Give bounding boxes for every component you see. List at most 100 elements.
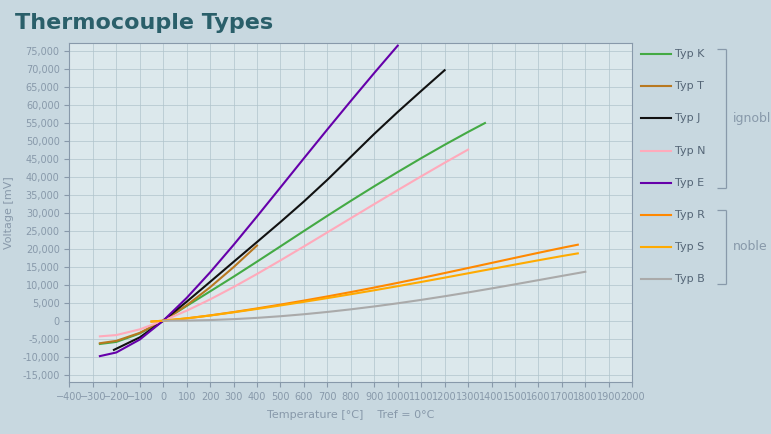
Typ R [146, 319, 156, 324]
Typ T [96, 341, 105, 346]
Typ R [573, 242, 582, 247]
Typ K [205, 289, 214, 294]
Typ J [182, 299, 191, 304]
Typ K [229, 274, 238, 279]
Typ T [135, 330, 144, 335]
Typ K [323, 213, 332, 218]
Typ R [252, 306, 261, 311]
Typ B [159, 318, 168, 323]
Typ J [393, 109, 402, 115]
Typ T [252, 243, 261, 248]
Typ E [205, 270, 214, 275]
Typ B [510, 282, 520, 287]
Typ E [276, 185, 285, 190]
Typ S [440, 275, 449, 280]
Typ S [323, 296, 332, 301]
Typ E [252, 214, 261, 219]
Line: Typ K: Typ K [100, 123, 485, 344]
Typ J [369, 131, 379, 136]
Typ R [229, 309, 238, 315]
Text: Typ R: Typ R [675, 210, 705, 220]
Line: Typ J: Typ J [114, 70, 445, 350]
Typ K [480, 120, 490, 125]
Typ N [182, 308, 191, 313]
Typ K [463, 129, 473, 135]
Typ N [205, 297, 214, 302]
Typ B [416, 297, 426, 302]
Typ N [299, 244, 308, 249]
Typ B [463, 290, 473, 295]
Y-axis label: Voltage [mV]: Voltage [mV] [4, 176, 14, 249]
Typ R [534, 250, 543, 256]
Typ N [229, 284, 238, 289]
Typ S [346, 292, 355, 297]
Text: Typ B: Typ B [675, 274, 705, 284]
Text: ignoble: ignoble [732, 112, 771, 125]
Typ E [229, 242, 238, 247]
Typ T [112, 338, 121, 343]
Typ J [159, 318, 168, 323]
Typ S [276, 303, 285, 308]
Typ J [346, 154, 355, 159]
Line: Typ B: Typ B [163, 272, 585, 321]
Typ N [393, 187, 402, 193]
Typ B [534, 277, 543, 283]
Typ S [534, 258, 543, 263]
Typ S [573, 251, 582, 256]
Typ E [159, 318, 168, 323]
Typ N [416, 174, 426, 179]
Typ E [369, 70, 379, 76]
Typ N [276, 258, 285, 263]
Typ J [229, 259, 238, 264]
Typ S [463, 271, 473, 276]
Typ B [276, 314, 285, 319]
Typ B [299, 312, 308, 317]
Line: Typ N: Typ N [100, 150, 468, 336]
Typ R [416, 276, 426, 281]
Typ J [205, 279, 214, 284]
Typ R [510, 255, 520, 260]
Typ E [135, 337, 144, 342]
Typ J [323, 177, 332, 182]
Typ J [109, 347, 119, 352]
Typ S [299, 299, 308, 304]
Typ K [276, 244, 285, 249]
Typ J [299, 199, 308, 204]
Typ N [112, 332, 121, 338]
Typ E [346, 99, 355, 104]
Line: Typ S: Typ S [151, 253, 577, 322]
Typ B [581, 269, 590, 274]
Typ S [510, 262, 520, 267]
Text: Typ S: Typ S [675, 242, 704, 252]
Typ S [369, 288, 379, 293]
Typ S [487, 266, 497, 272]
Typ R [276, 302, 285, 307]
Text: Typ N: Typ N [675, 145, 705, 156]
Typ K [440, 142, 449, 148]
Typ R [557, 245, 567, 250]
Typ R [393, 280, 402, 286]
Line: Typ R: Typ R [151, 245, 577, 322]
Typ R [299, 298, 308, 303]
Typ J [252, 240, 261, 245]
Typ N [463, 147, 473, 152]
X-axis label: Temperature [°C]    Tref = 0°C: Temperature [°C] Tref = 0°C [267, 410, 435, 420]
Typ R [346, 289, 355, 295]
Line: Typ E: Typ E [100, 46, 398, 356]
Typ K [252, 259, 261, 264]
Text: Typ J: Typ J [675, 113, 700, 124]
Typ N [369, 201, 379, 207]
Typ E [323, 127, 332, 132]
Typ B [487, 286, 497, 291]
Typ E [112, 350, 121, 355]
Typ N [323, 230, 332, 235]
Text: Typ K: Typ K [675, 49, 704, 59]
Typ K [182, 303, 191, 309]
Typ R [463, 266, 473, 271]
Typ R [440, 270, 449, 276]
Typ S [252, 306, 261, 312]
Typ K [135, 331, 144, 336]
Typ S [146, 319, 156, 324]
Typ R [369, 285, 379, 290]
Line: Typ T: Typ T [100, 246, 257, 343]
